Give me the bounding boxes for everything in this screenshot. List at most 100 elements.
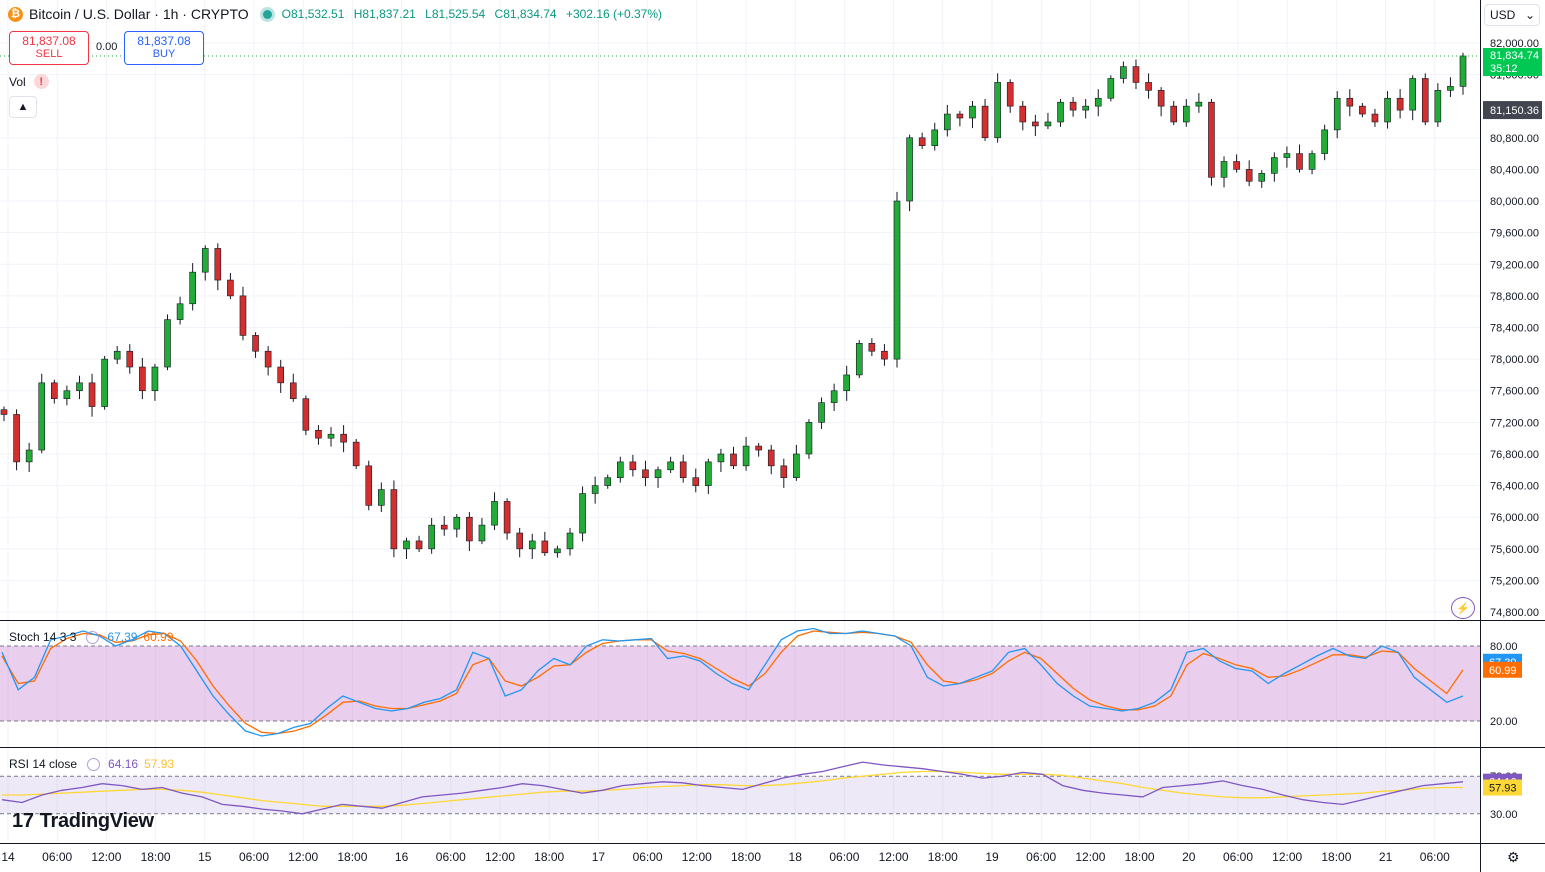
candle-body [352,441,360,467]
x-tick-label: 15 [198,850,212,864]
candle-body [654,469,662,479]
candle-body [1346,97,1354,107]
candle-body [742,445,750,467]
x-tick-label: 06:00 [633,850,663,864]
candle-body [981,105,989,139]
candle-body [164,319,171,368]
symbol-title[interactable]: Bitcoin / U.S. Dollar · 1h · CRYPTO [29,6,249,22]
candle-body [1384,97,1391,123]
candle-body [1082,105,1089,111]
oscillator-value-label: 60.99 [1489,665,1517,677]
ohlc-close: C81,834.74 [494,7,557,21]
last-price-label: 81,834.74 [1490,50,1539,62]
indicator-source-icon[interactable] [87,757,101,771]
oscillator-tick-label: 30.00 [1490,809,1518,821]
candle-body [868,343,876,352]
x-tick-label: 18:00 [928,850,958,864]
candle-body [1145,82,1152,91]
candle-body [1208,101,1215,178]
candle-body [805,422,813,455]
stoch-legend[interactable]: Stoch 14 3 3 67.39 60.99 [9,630,173,644]
symbol-legend[interactable]: ₿ Bitcoin / U.S. Dollar · 1h · CRYPTO O8… [8,6,662,22]
candle-body [642,469,649,479]
y-tick-label: 78,000.00 [1490,354,1539,366]
candle-body [239,295,247,336]
currency-select[interactable]: USD ⌄ [1484,4,1540,26]
x-tick-label: 12:00 [288,850,318,864]
candle-body [528,540,536,550]
spread-value: 0.00 [96,41,118,53]
candle-body [541,540,549,554]
candle-body [51,382,58,399]
x-tick-label: 21 [1379,850,1393,864]
bolt-icon[interactable]: ⚡ [1451,597,1475,619]
candle-body [252,335,259,352]
stoch-label: Stoch 14 3 3 [9,630,77,644]
x-tick-label: 06:00 [436,850,466,864]
ohlc-low: L81,525.54 [425,7,486,21]
x-tick-label: 18:00 [1321,850,1351,864]
candle-body [0,409,8,415]
volume-label: Vol [9,74,26,89]
candle-body [855,343,863,376]
x-tick-label: 12:00 [1272,850,1302,864]
candle-body [1182,105,1190,123]
y-tick-label: 80,800.00 [1490,133,1539,145]
tradingview-logo[interactable]: 17 TradingView [12,810,154,833]
candle-body [566,532,574,550]
market-open-icon [262,9,272,19]
candle-body [554,548,561,554]
candle-body [667,461,674,471]
tradingview-mark-icon: 17 [12,810,34,832]
last-price-tag [1483,47,1542,76]
x-tick-label: 20 [1182,850,1196,864]
candle-body [113,350,121,360]
buy-price: 81,837.08 [137,34,191,48]
x-tick-label: 19 [985,850,999,864]
candle-body [931,129,939,146]
stoch-d-line [1,630,1464,735]
candle-body [692,477,700,486]
candle-body [453,516,461,530]
bitcoin-icon: ₿ [8,6,23,22]
candle-body [994,82,1001,139]
candle-body [327,433,335,439]
candle-body [378,489,385,506]
rsi-legend[interactable]: RSI 14 close 64.16 57.93 [9,757,174,771]
candle-body [1333,97,1341,131]
y-tick-label: 76,000.00 [1490,512,1539,524]
x-tick-label: 18:00 [731,850,761,864]
sell-button[interactable]: 81,837.08 SELL [9,31,89,65]
candle-body [264,350,272,368]
x-tick-label: 18:00 [534,850,564,864]
candle-body [969,105,976,119]
candle-body [1371,113,1379,123]
stoch-d-value: 60.99 [143,630,174,644]
candle-body [843,374,850,392]
candle-body [315,429,322,439]
rsi-ma-value: 57.93 [144,757,175,771]
x-tick-label: 18:00 [1125,850,1155,864]
candle-body [365,465,373,506]
candle-body [679,461,687,479]
candle-body [1057,101,1064,123]
x-tick-label: 06:00 [239,850,269,864]
buy-button[interactable]: 81,837.08 BUY [124,31,204,65]
candle-body [88,382,96,407]
candle-body [918,137,926,146]
candle-body [227,279,234,297]
rsi-line [1,761,1464,815]
candle-body [1006,82,1014,107]
candle-body [214,248,222,281]
volume-legend[interactable]: Vol ! [9,74,49,89]
indicator-source-icon[interactable] [86,630,100,644]
marker-price-label: 81,150.36 [1490,105,1539,117]
x-tick-label: 06:00 [1026,850,1056,864]
x-tick-label: 17 [592,850,606,864]
gear-icon[interactable]: ⚙ [1507,849,1520,865]
candle-body [1359,105,1366,115]
collapse-legend-button[interactable]: ▲ [9,96,37,118]
y-tick-label: 80,400.00 [1490,164,1539,176]
warning-icon[interactable]: ! [33,74,49,89]
